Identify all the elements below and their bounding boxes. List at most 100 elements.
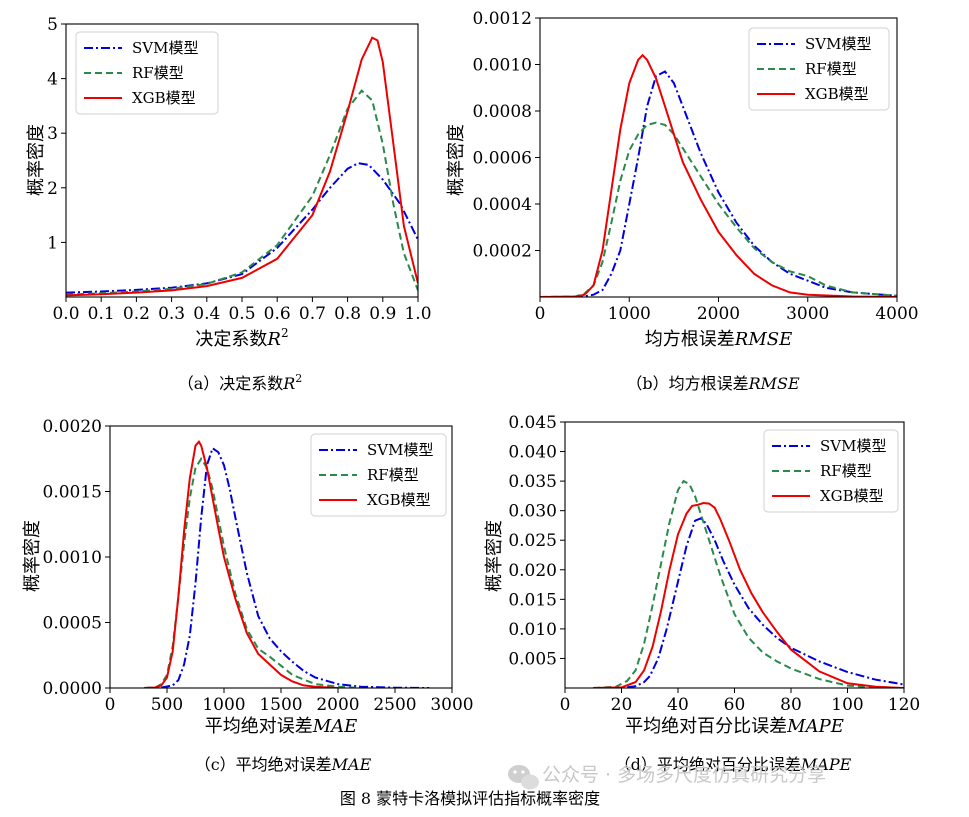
legend-entry: RF模型 xyxy=(367,466,419,484)
x-tick-label: 40 xyxy=(667,695,689,715)
y-tick-label: 0.0020 xyxy=(43,417,102,437)
legend-entry: RF模型 xyxy=(820,462,872,480)
series-line-svm xyxy=(593,517,904,688)
y-tick-label: 5 xyxy=(47,15,58,35)
x-tick-label: 80 xyxy=(780,695,802,715)
y-tick-label: 0.0010 xyxy=(43,548,102,568)
y-tick-label: 0.0004 xyxy=(473,195,532,215)
x-tick-label: 0.2 xyxy=(123,304,150,324)
panel-caption: （b）均方根误差RMSE xyxy=(626,374,800,393)
x-tick-label: 0.4 xyxy=(193,304,220,324)
figure-caption: 图 8 蒙特卡洛模拟评估指标概率密度 xyxy=(340,789,600,808)
y-tick-label: 0.045 xyxy=(508,413,557,433)
x-axis-label: 决定系数R2 xyxy=(195,326,288,350)
y-tick-label: 2 xyxy=(47,179,58,199)
x-tick-label: 0.7 xyxy=(299,304,326,324)
y-tick-label: 0.030 xyxy=(508,502,557,522)
x-tick-label: 1000 xyxy=(202,695,245,715)
legend-entry: XGB模型 xyxy=(805,85,869,103)
series-line-xgb xyxy=(593,501,904,688)
y-tick-label: 0.040 xyxy=(508,443,557,463)
series-line-rf xyxy=(593,479,876,688)
y-tick-label: 0.015 xyxy=(508,590,557,610)
y-tick-label: 0.0006 xyxy=(473,149,532,169)
y-tick-label: 0.0008 xyxy=(473,102,532,122)
x-tick-label: 4000 xyxy=(875,304,918,324)
y-axis-label: 概率密度 xyxy=(446,124,467,196)
wechat-icon xyxy=(508,765,539,790)
legend-entry: SVM模型 xyxy=(820,437,886,455)
y-tick-label: 4 xyxy=(47,70,58,90)
panel-caption: （c）平均绝对误差MAE xyxy=(195,755,372,774)
x-tick-label: 0.1 xyxy=(88,304,115,324)
panel-d: 0 20 40 60 80 100 120 0.005 0.010 0.015 0.020 0.025… xyxy=(484,413,920,774)
y-axis-label: 概率密度 xyxy=(22,520,43,592)
x-axis-label: 平均绝对百分比误差MAPE xyxy=(625,716,844,737)
x-tick-label: 0 xyxy=(535,304,546,324)
panel-b: 0 1000 2000 3000 4000 0.0002 0.0004 0.0006 0.000… xyxy=(446,9,919,393)
y-tick-label: 0.0005 xyxy=(43,614,102,634)
legend-entry: XGB模型 xyxy=(132,89,196,107)
x-tick-label: 2000 xyxy=(316,695,359,715)
y-tick-label: 0.0000 xyxy=(43,679,102,699)
x-tick-label: 0 xyxy=(560,695,571,715)
series-line-svm xyxy=(144,446,430,688)
x-tick-label: 20 xyxy=(611,695,633,715)
series-line-svm xyxy=(66,162,418,294)
y-tick-label: 0.025 xyxy=(508,531,557,551)
y-tick-label: 0.035 xyxy=(508,472,557,492)
y-tick-label: 0.0012 xyxy=(473,9,532,29)
legend: SVM模型 RF模型 XGB模型 xyxy=(310,433,447,517)
panel-a: 0.0 0.1 0.2 0.3 0.4 0.5 0.6 0.7 0.8 0.9 1.0 1 2 3 4 5 概率… xyxy=(26,15,432,393)
legend: SVM模型 RF模型 XGB模型 xyxy=(748,27,890,111)
x-tick-label: 0.8 xyxy=(334,304,361,324)
y-tick-label: 3 xyxy=(47,124,58,144)
y-tick-label: 1 xyxy=(47,233,58,253)
series-line-svm xyxy=(540,70,897,297)
x-axis-label: 平均绝对误差MAE xyxy=(205,716,358,737)
y-tick-label: 0.005 xyxy=(508,649,557,669)
watermark: 公众号 · 多场多尺度仿真研究分享 xyxy=(508,764,826,790)
legend-entry: SVM模型 xyxy=(805,35,871,53)
x-tick-label: 2500 xyxy=(373,695,416,715)
watermark-text: 公众号 · 多场多尺度仿真研究分享 xyxy=(542,764,826,786)
x-tick-label: 1.0 xyxy=(404,304,431,324)
y-axis-label: 概率密度 xyxy=(484,520,505,592)
x-tick-label: 0.3 xyxy=(158,304,185,324)
series-line-xgb xyxy=(540,53,897,297)
series-line-rf xyxy=(66,89,418,296)
x-tick-label: 100 xyxy=(831,695,863,715)
x-axis-label: 均方根误差RMSE xyxy=(645,329,792,350)
x-tick-label: 0.5 xyxy=(228,304,255,324)
legend-entry: XGB模型 xyxy=(367,491,431,509)
x-tick-label: 60 xyxy=(724,695,746,715)
series-line-rf xyxy=(540,121,897,297)
y-tick-label: 0.020 xyxy=(508,561,557,581)
legend-entry: XGB模型 xyxy=(820,487,884,505)
y-tick-label: 0.0010 xyxy=(473,56,532,76)
x-tick-label: 3000 xyxy=(786,304,829,324)
y-tick-label: 0.010 xyxy=(508,620,557,640)
series-line-xgb xyxy=(144,439,339,688)
x-tick-label: 2000 xyxy=(697,304,740,324)
legend: SVM模型 RF模型 XGB模型 xyxy=(763,429,899,513)
x-tick-label: 3000 xyxy=(430,695,473,715)
panel-caption: （a）决定系数R2 xyxy=(178,372,303,393)
panel-caption: （d）平均绝对百分比误差MAPE xyxy=(615,755,852,774)
x-tick-label: 500 xyxy=(151,695,183,715)
x-tick-label: 0.9 xyxy=(369,304,396,324)
y-tick-label: 0.0002 xyxy=(473,242,532,262)
x-tick-label: 0.6 xyxy=(264,304,291,324)
x-tick-label: 1500 xyxy=(259,695,302,715)
x-tick-label: 1000 xyxy=(608,304,651,324)
x-tick-label: 0 xyxy=(105,695,116,715)
legend: SVM模型 RF模型 XGB模型 xyxy=(75,31,219,115)
legend-entry: SVM模型 xyxy=(132,39,198,57)
x-tick-label: 120 xyxy=(888,695,920,715)
y-tick-label: 0.0015 xyxy=(43,483,102,503)
panel-c: 0 500 1000 1500 2000 2500 3000 0.0000 0.0005 0.00… xyxy=(22,417,474,774)
series-line-xgb xyxy=(66,36,418,297)
x-tick-label: 0.0 xyxy=(52,304,79,324)
y-axis-label: 概率密度 xyxy=(26,124,47,196)
